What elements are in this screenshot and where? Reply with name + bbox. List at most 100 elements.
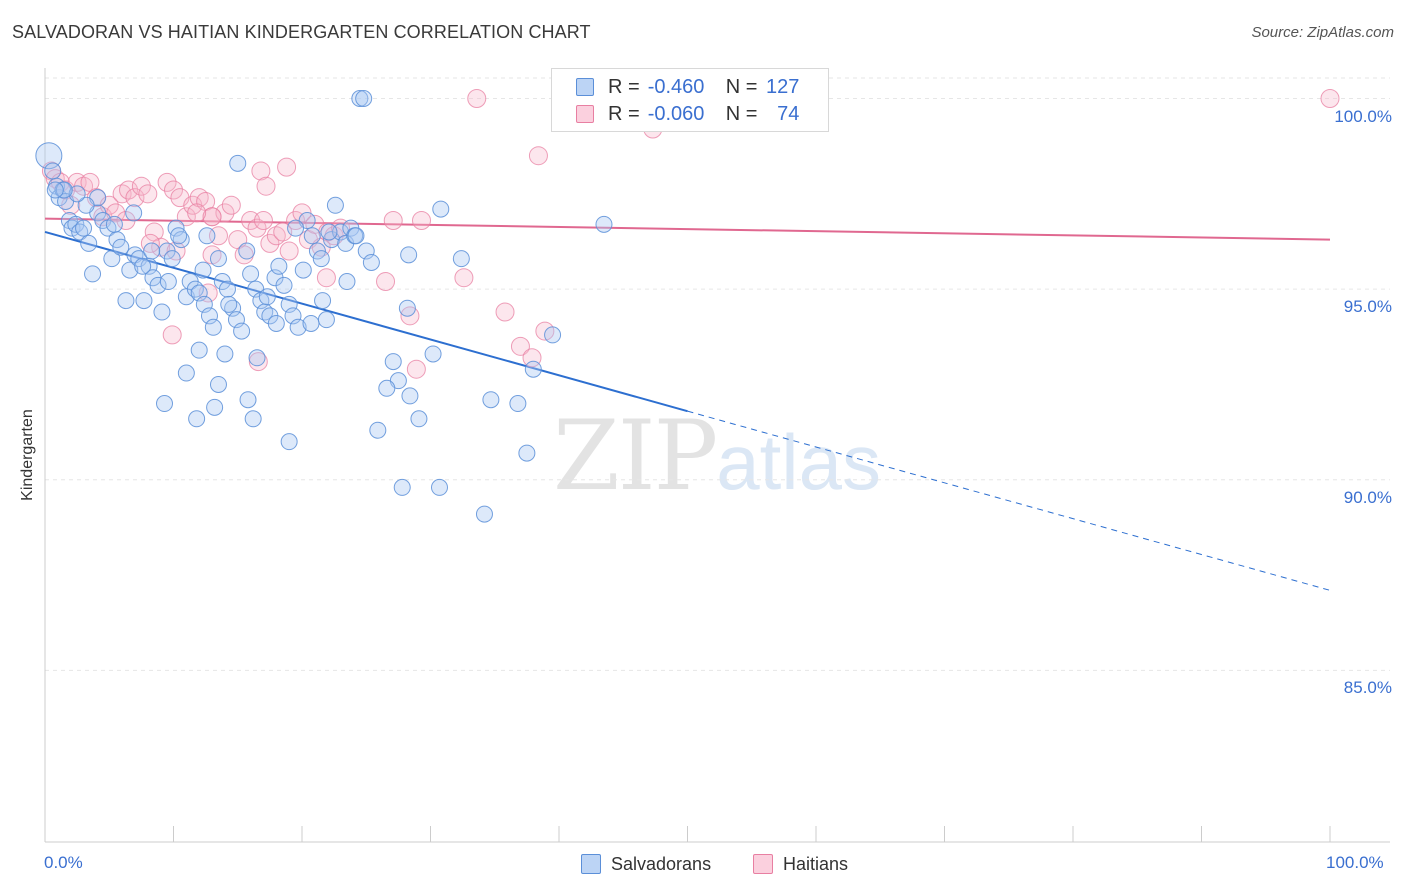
point-haitians	[251, 161, 271, 181]
point-salvadorans	[280, 433, 298, 451]
point-salvadorans	[302, 314, 320, 332]
point-salvadorans	[68, 185, 86, 203]
x-tick-label-min: 0.0%	[44, 853, 83, 872]
bottom-legend-swatch-blue	[581, 854, 601, 874]
point-salvadorans	[398, 299, 416, 317]
chart-title: SALVADORAN VS HAITIAN KINDERGARTEN CORRE…	[12, 22, 591, 42]
point-haitians	[253, 211, 273, 231]
y-tick-label: 90.0%	[1343, 487, 1392, 507]
trend-lines	[44, 217, 1331, 591]
point-haitians	[383, 211, 403, 231]
legend-n-value: 127	[766, 75, 800, 98]
bottom-legend-swatch-pink	[753, 854, 773, 874]
point-salvadorans	[351, 90, 369, 108]
point-haitians	[510, 336, 530, 356]
axes	[44, 68, 1390, 843]
point-haitians	[316, 268, 336, 288]
point-salvadorans	[393, 478, 411, 496]
point-salvadorans	[378, 379, 396, 397]
point-salvadorans	[326, 196, 344, 214]
point-salvadorans	[200, 307, 218, 325]
point-salvadorans	[159, 273, 177, 291]
point-haitians	[406, 359, 426, 379]
point-haitians	[131, 176, 151, 196]
point-salvadorans	[105, 215, 123, 233]
bottom-legend-salvadorans: Salvadorans	[581, 852, 711, 876]
point-haitians	[166, 241, 186, 261]
point-haitians	[467, 89, 487, 109]
point-salvadorans	[153, 303, 171, 321]
point-salvadorans	[362, 253, 380, 271]
x-tick-label-max: 100.0%	[1326, 853, 1384, 872]
point-salvadorans	[294, 261, 312, 279]
point-haitians	[221, 195, 241, 215]
point-haitians	[247, 218, 267, 238]
point-salvadorans	[77, 196, 95, 214]
point-haitians	[119, 180, 139, 200]
point-salvadorans	[143, 242, 161, 260]
point-haitians	[162, 325, 182, 345]
point-salvadorans	[384, 353, 402, 371]
point-salvadorans	[595, 215, 613, 233]
point-haitians	[187, 203, 207, 223]
point-salvadorans	[544, 326, 562, 344]
point-salvadorans	[204, 318, 222, 336]
point-salvadorans	[46, 181, 64, 199]
point-salvadorans	[347, 227, 365, 245]
point-salvadorans	[280, 295, 298, 313]
point-salvadorans	[216, 345, 234, 363]
point-haitians	[535, 321, 555, 341]
point-salvadorans	[218, 280, 236, 298]
point-salvadorans	[267, 314, 285, 332]
point-salvadorans	[320, 223, 338, 241]
point-salvadorans	[125, 204, 143, 222]
point-salvadorans	[209, 250, 227, 268]
point-salvadorans	[206, 398, 224, 416]
point-salvadorans	[524, 360, 542, 378]
point-salvadorans	[67, 215, 85, 233]
point-haitians	[234, 245, 254, 265]
y-axis-label: Kindergarten	[19, 409, 36, 501]
point-salvadorans	[475, 505, 493, 523]
point-salvadorans	[244, 410, 262, 428]
point-salvadorans	[209, 375, 227, 393]
point-haitians	[376, 272, 396, 292]
point-salvadorans	[134, 257, 152, 275]
point-haitians	[202, 207, 222, 227]
grid-lines	[45, 77, 1390, 671]
point-salvadorans	[190, 341, 208, 359]
watermark: ZIPatlas	[553, 400, 881, 512]
point-haitians	[164, 180, 183, 200]
point-haitians	[1320, 89, 1340, 109]
legend-r-value: -0.060	[647, 102, 705, 125]
point-salvadorans	[84, 265, 102, 283]
point-salvadorans	[242, 265, 260, 283]
point-haitians	[292, 203, 312, 223]
point-salvadorans	[149, 276, 167, 294]
data-points	[35, 89, 1340, 523]
point-salvadorans	[338, 273, 356, 291]
point-haitians	[279, 241, 299, 261]
point-haitians	[256, 176, 276, 196]
point-salvadorans	[188, 410, 206, 428]
legend-r-value: -0.460	[647, 75, 705, 98]
y-tick-label: 100.0%	[1334, 106, 1392, 126]
point-salvadorans	[424, 345, 442, 363]
legend: R = -0.460 N = 127 R = -0.060 N = 74	[551, 68, 829, 132]
legend-r-label: R =	[608, 102, 640, 125]
point-salvadorans	[239, 391, 257, 409]
point-haitians	[495, 302, 515, 322]
legend-swatch-blue	[576, 78, 594, 96]
point-salvadorans	[135, 292, 153, 310]
point-salvadorans	[121, 261, 139, 279]
point-haitians	[528, 146, 548, 166]
point-haitians	[260, 233, 280, 253]
point-salvadorans	[80, 234, 98, 252]
point-salvadorans	[452, 250, 470, 268]
point-salvadorans	[233, 322, 251, 340]
legend-n-label: N =	[725, 102, 758, 125]
point-salvadorans	[369, 421, 387, 439]
legend-n-label: N =	[725, 75, 758, 98]
point-salvadorans	[248, 349, 266, 367]
